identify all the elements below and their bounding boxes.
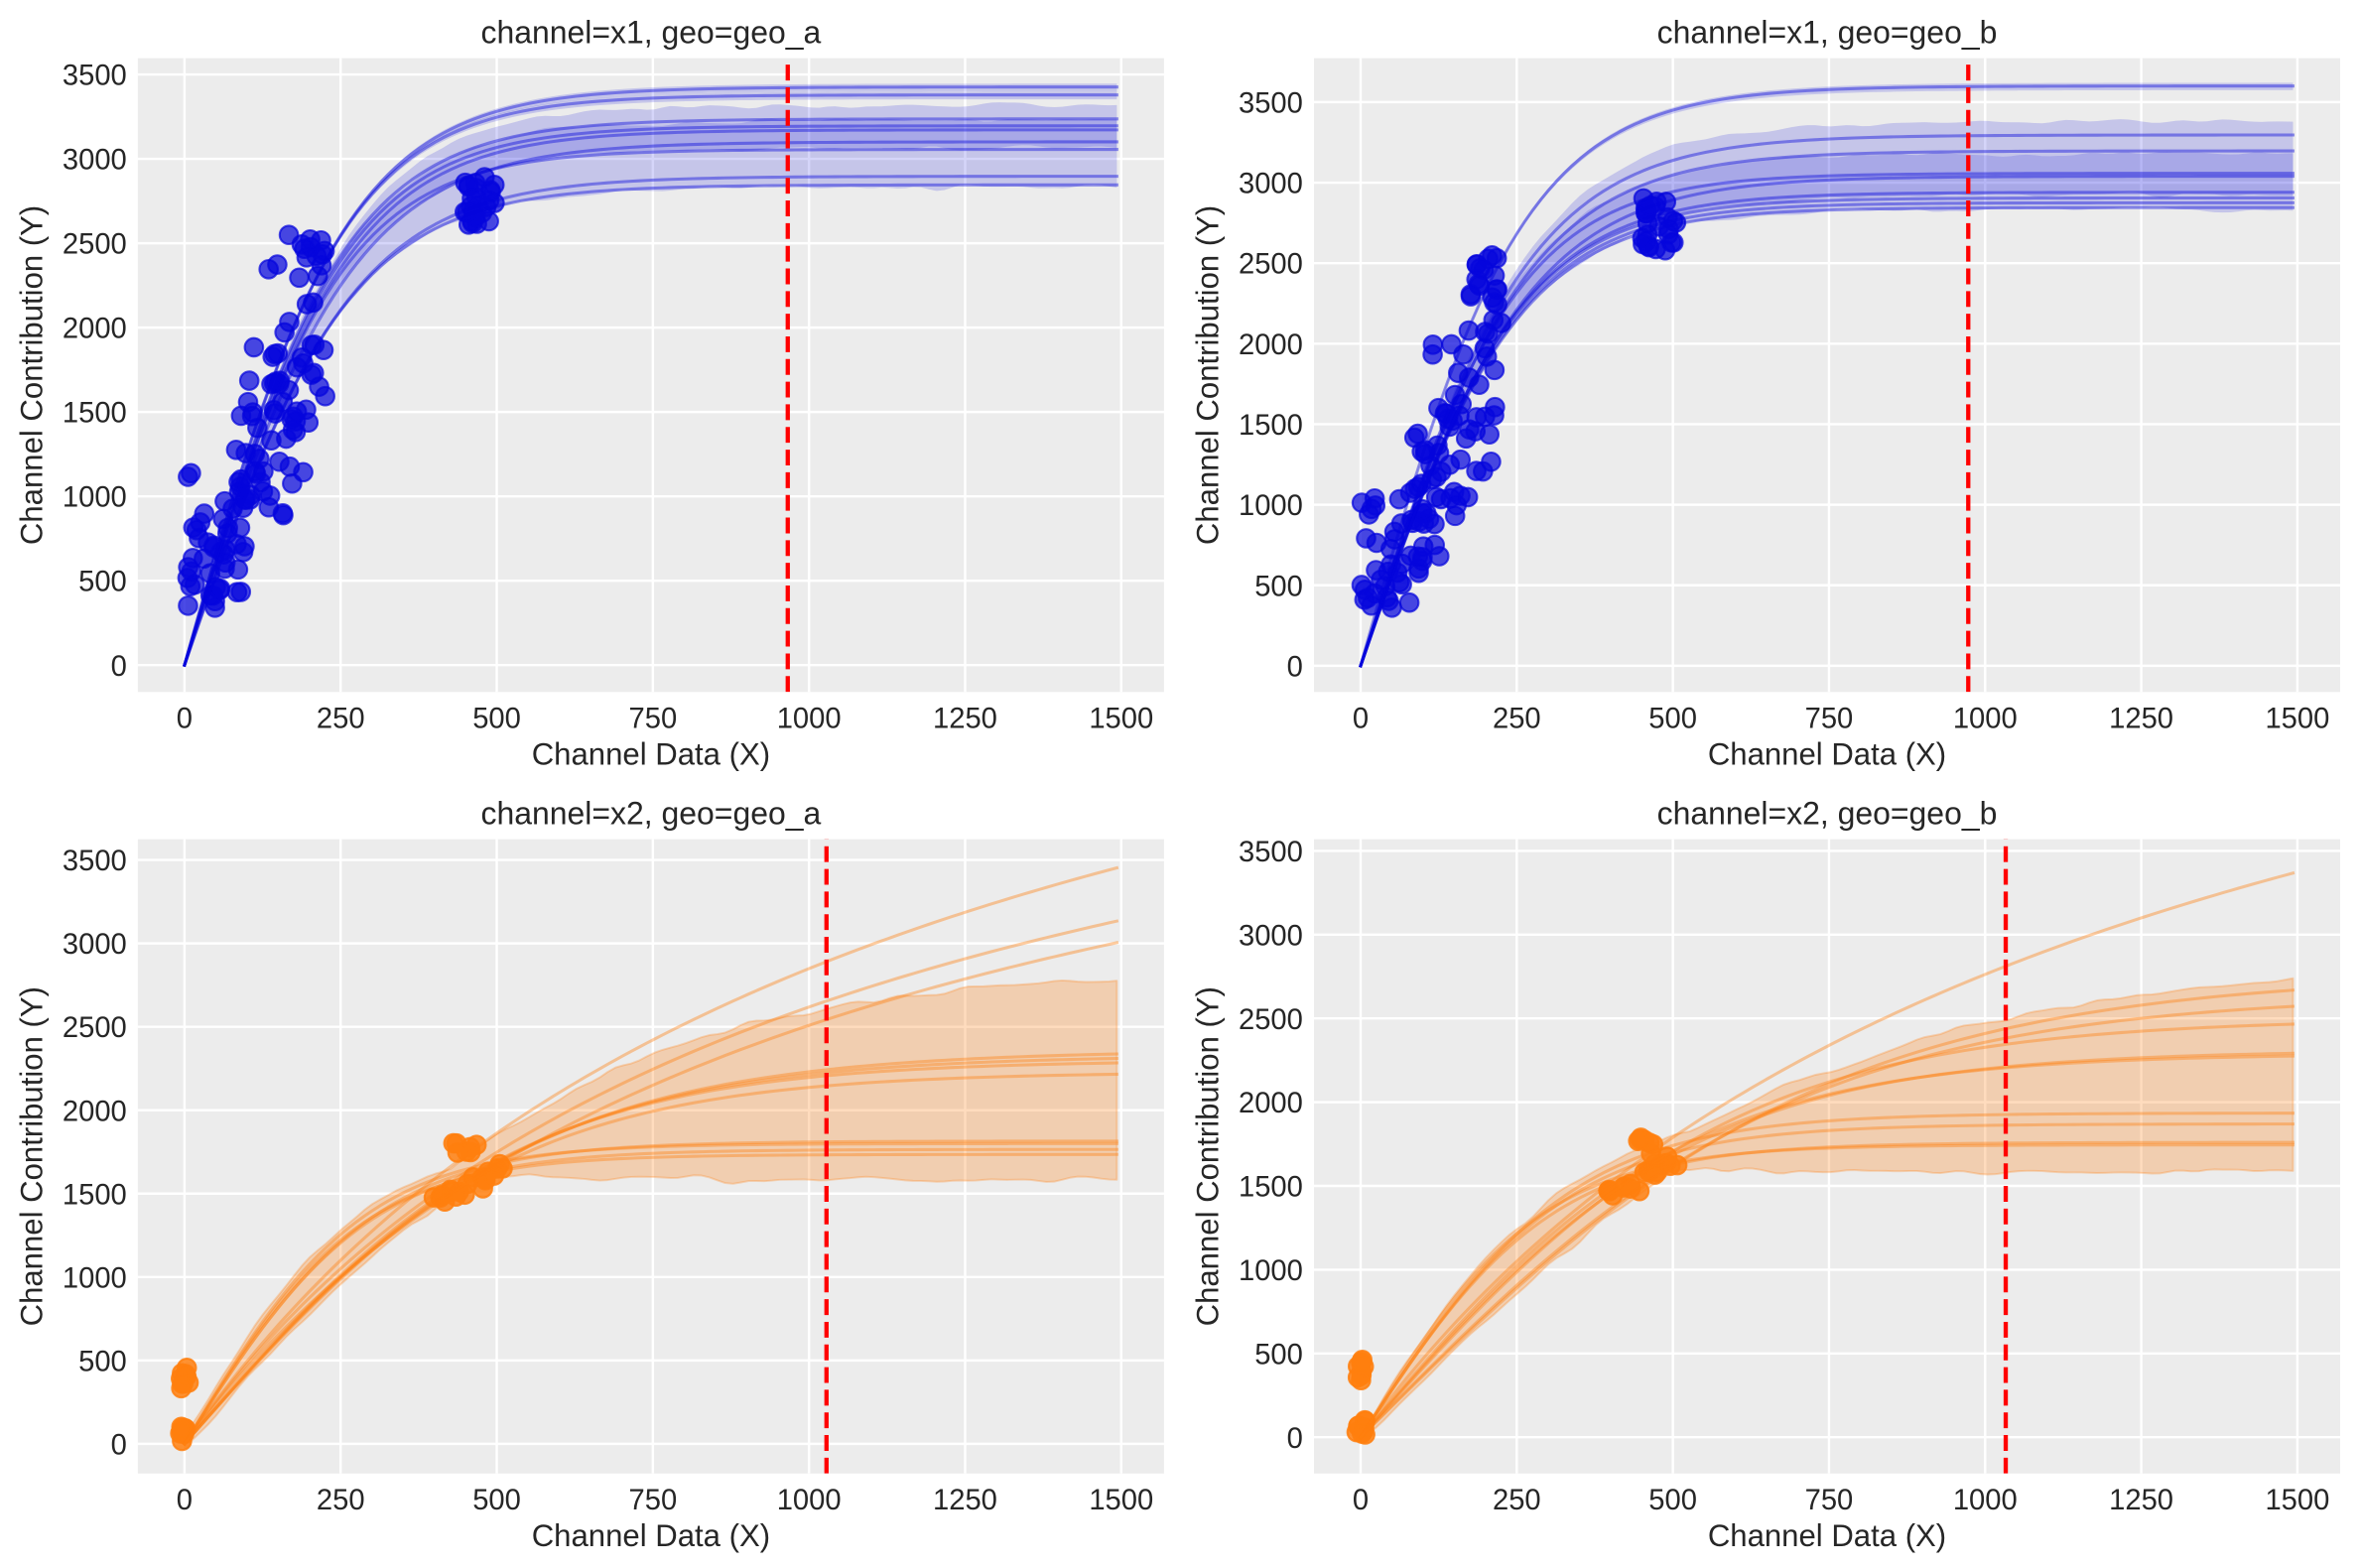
svg-text:0: 0: [177, 704, 193, 735]
svg-text:channel=x1, geo=geo_a: channel=x1, geo=geo_a: [481, 14, 822, 50]
svg-text:1250: 1250: [933, 1485, 997, 1516]
svg-text:2500: 2500: [1239, 1004, 1303, 1036]
svg-text:500: 500: [78, 567, 127, 598]
svg-text:1500: 1500: [63, 398, 127, 430]
svg-text:500: 500: [1648, 704, 1697, 735]
svg-text:500: 500: [472, 1485, 521, 1516]
svg-text:0: 0: [177, 1485, 193, 1516]
svg-text:2000: 2000: [63, 314, 127, 345]
svg-text:Channel Contribution (Y): Channel Contribution (Y): [15, 986, 50, 1326]
svg-text:500: 500: [78, 1346, 127, 1377]
svg-text:1500: 1500: [1089, 1485, 1153, 1516]
svg-text:channel=x1, geo=geo_b: channel=x1, geo=geo_b: [1657, 14, 1998, 50]
svg-text:Channel Data (X): Channel Data (X): [1708, 736, 1946, 771]
svg-text:2000: 2000: [1239, 329, 1303, 361]
svg-text:channel=x2, geo=geo_b: channel=x2, geo=geo_b: [1657, 795, 1998, 831]
svg-text:500: 500: [472, 704, 521, 735]
svg-text:250: 250: [317, 1485, 365, 1516]
svg-text:500: 500: [1254, 1339, 1303, 1371]
svg-text:Channel Data (X): Channel Data (X): [1708, 1518, 1946, 1553]
svg-text:0: 0: [1353, 704, 1369, 735]
svg-text:channel=x2, geo=geo_a: channel=x2, geo=geo_a: [481, 795, 822, 831]
svg-text:3500: 3500: [63, 846, 127, 877]
svg-text:1500: 1500: [1239, 1172, 1303, 1204]
svg-text:3000: 3000: [1239, 169, 1303, 200]
svg-text:0: 0: [1287, 651, 1303, 683]
svg-text:1000: 1000: [777, 704, 842, 735]
svg-text:1000: 1000: [63, 482, 127, 514]
svg-text:1250: 1250: [2109, 1485, 2173, 1516]
svg-text:250: 250: [1493, 1485, 1541, 1516]
svg-text:3000: 3000: [1239, 920, 1303, 952]
svg-text:1500: 1500: [63, 1179, 127, 1211]
svg-text:1500: 1500: [2265, 1485, 2329, 1516]
svg-text:500: 500: [1254, 571, 1303, 602]
svg-text:750: 750: [1805, 1485, 1854, 1516]
svg-text:2000: 2000: [63, 1096, 127, 1127]
svg-text:1500: 1500: [1089, 704, 1153, 735]
svg-text:750: 750: [1805, 704, 1854, 735]
svg-text:1250: 1250: [933, 704, 997, 735]
svg-text:3500: 3500: [1239, 837, 1303, 868]
svg-text:Channel Data (X): Channel Data (X): [532, 1518, 770, 1553]
svg-text:3500: 3500: [63, 61, 127, 92]
svg-text:0: 0: [111, 1429, 127, 1461]
svg-text:Channel Contribution (Y): Channel Contribution (Y): [15, 205, 50, 545]
svg-text:Channel Contribution (Y): Channel Contribution (Y): [1191, 986, 1226, 1326]
svg-text:750: 750: [629, 704, 678, 735]
svg-text:1250: 1250: [2109, 704, 2173, 735]
svg-text:1000: 1000: [1239, 1255, 1303, 1287]
svg-text:0: 0: [1353, 1485, 1369, 1516]
svg-text:2500: 2500: [63, 229, 127, 261]
svg-text:0: 0: [111, 651, 127, 683]
svg-text:500: 500: [1648, 1485, 1697, 1516]
svg-text:1000: 1000: [1239, 490, 1303, 522]
svg-text:250: 250: [317, 704, 365, 735]
svg-text:1500: 1500: [1239, 410, 1303, 442]
svg-text:1000: 1000: [1953, 1485, 2018, 1516]
svg-text:2500: 2500: [63, 1012, 127, 1044]
svg-text:Channel Data (X): Channel Data (X): [532, 736, 770, 771]
svg-text:1000: 1000: [777, 1485, 842, 1516]
svg-text:2000: 2000: [1239, 1088, 1303, 1119]
svg-text:3500: 3500: [1239, 87, 1303, 119]
svg-text:750: 750: [629, 1485, 678, 1516]
svg-text:Channel Contribution (Y): Channel Contribution (Y): [1191, 205, 1226, 545]
svg-text:1000: 1000: [63, 1262, 127, 1294]
svg-text:250: 250: [1493, 704, 1541, 735]
svg-text:1000: 1000: [1953, 704, 2018, 735]
svg-text:3000: 3000: [63, 145, 127, 177]
svg-text:3000: 3000: [63, 929, 127, 961]
svg-text:0: 0: [1287, 1423, 1303, 1455]
svg-text:2500: 2500: [1239, 249, 1303, 281]
svg-text:1500: 1500: [2265, 704, 2329, 735]
